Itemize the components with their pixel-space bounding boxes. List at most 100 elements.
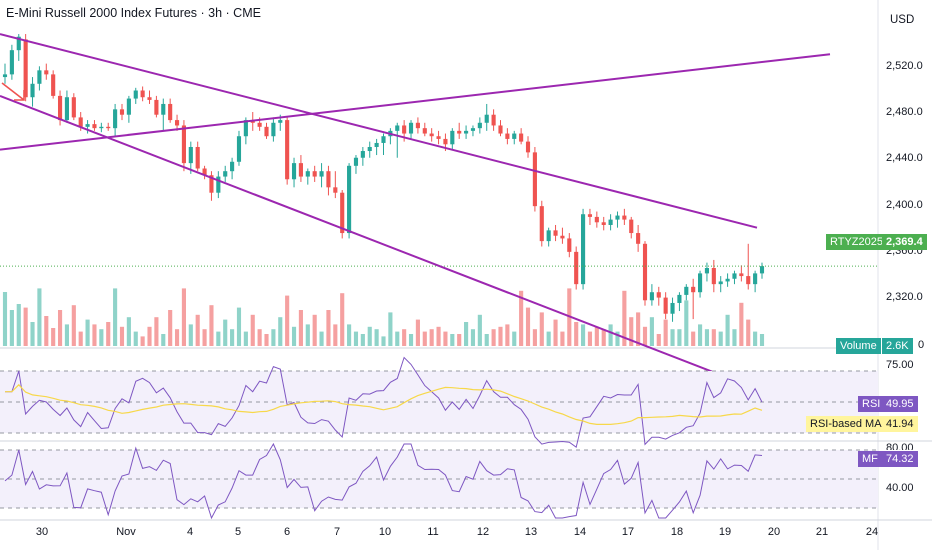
candle-body xyxy=(505,133,510,139)
candle-body xyxy=(436,136,441,139)
candle-body xyxy=(154,99,159,115)
volume-bar xyxy=(464,322,469,346)
candle-body xyxy=(85,124,90,127)
volume-bar xyxy=(697,324,703,346)
price-tick: 2,400.0 xyxy=(886,199,923,211)
volume-bar xyxy=(305,324,310,346)
candle-body xyxy=(450,130,455,145)
candle-body xyxy=(553,230,558,236)
date-tick: Nov xyxy=(116,526,136,538)
candle-body xyxy=(119,109,125,115)
volume-bar xyxy=(223,319,228,346)
volume-bar xyxy=(546,331,551,346)
candle-body xyxy=(408,122,414,134)
volume-bar xyxy=(291,326,297,346)
volume-bar xyxy=(312,314,317,346)
volume-bar xyxy=(257,329,262,346)
volume-bar xyxy=(505,324,510,346)
date-tick: 14 xyxy=(573,526,587,538)
trendlines[interactable] xyxy=(0,33,831,390)
volume-bar xyxy=(649,317,654,346)
symbol-tag[interactable]: RTYZ2025 xyxy=(826,234,887,250)
rising-line-trendline xyxy=(0,53,831,151)
volume-bar xyxy=(285,295,290,346)
date-tick: 24 xyxy=(865,526,879,538)
rsi-value-tag: 49.95 xyxy=(882,396,918,412)
candle-body xyxy=(71,97,76,118)
volume-bar xyxy=(264,334,269,346)
candle-body xyxy=(649,292,654,301)
rsi-tick: 75.00 xyxy=(886,359,914,371)
volume-bar xyxy=(374,329,379,346)
volume-bar xyxy=(188,324,193,346)
volume-bar xyxy=(278,317,283,346)
candle-body xyxy=(415,122,420,129)
volume-bar xyxy=(326,310,331,346)
date-tick: 13 xyxy=(524,526,538,538)
volume-value-tag: 2.6K xyxy=(882,338,913,354)
candle-body xyxy=(44,70,49,75)
candle-body xyxy=(656,292,661,298)
date-tick: 7 xyxy=(333,526,341,538)
volume-bar xyxy=(718,331,723,346)
candle-body xyxy=(491,114,496,126)
candle-body xyxy=(140,90,145,98)
volume-bar xyxy=(601,329,606,346)
date-tick: 10 xyxy=(378,526,392,538)
candle-body xyxy=(92,124,97,129)
rsi-label-tag[interactable]: RSI xyxy=(858,396,885,412)
candle-body xyxy=(133,90,138,99)
price-tick: 2,480.0 xyxy=(886,106,923,118)
rsi-ma-label-tag[interactable]: RSI-based MA xyxy=(806,416,886,432)
volume-bar xyxy=(670,329,675,346)
volume-bar xyxy=(525,307,531,346)
candle-body xyxy=(691,286,696,293)
candle-body xyxy=(333,187,338,193)
candle-body xyxy=(629,219,634,234)
candle-body xyxy=(670,302,675,314)
date-tick: 20 xyxy=(767,526,781,538)
candle-body xyxy=(57,95,63,121)
volume-bar xyxy=(725,314,730,346)
indicator-panes xyxy=(0,356,878,520)
candle-body xyxy=(230,161,235,172)
volume-bar xyxy=(608,324,613,346)
candle-body xyxy=(567,238,572,252)
arrow-annotation xyxy=(1,82,25,101)
candle-body xyxy=(739,273,744,277)
candle-body xyxy=(457,130,462,134)
volume-bar xyxy=(209,305,214,346)
chart-title[interactable]: E-Mini Russell 2000 Index Futures · 3h ·… xyxy=(6,6,261,20)
volume-bar xyxy=(147,326,152,346)
mf-label-tag[interactable]: MF xyxy=(858,451,882,467)
volume-bar xyxy=(691,331,696,346)
volume-bar xyxy=(415,319,420,346)
volume-bar xyxy=(250,314,255,346)
date-tick: 17 xyxy=(621,526,635,538)
volume-bar xyxy=(443,331,448,346)
volume-bar xyxy=(360,334,365,346)
candle-body xyxy=(188,146,193,164)
candle-body xyxy=(278,120,283,123)
volume-bar xyxy=(732,329,737,346)
volume-bar xyxy=(574,322,579,346)
volume-bar xyxy=(663,319,668,346)
candle-body xyxy=(395,125,400,131)
mf-tick: 80.00 xyxy=(886,442,914,450)
currency-label[interactable]: USD xyxy=(890,14,915,26)
volume-bar xyxy=(195,314,200,346)
candle-body xyxy=(498,125,503,134)
candle-body xyxy=(718,281,723,285)
volume-bar xyxy=(450,334,455,346)
candle-body xyxy=(608,219,613,225)
date-tick: 12 xyxy=(476,526,490,538)
volume-label-tag[interactable]: Volume xyxy=(836,338,881,354)
volume-bar xyxy=(367,326,372,346)
candle-body xyxy=(161,103,166,115)
candle-body xyxy=(9,50,14,75)
volume-bar xyxy=(587,331,593,346)
volume-bar xyxy=(704,329,710,346)
candle-body xyxy=(257,122,262,127)
candle-body xyxy=(622,215,627,220)
